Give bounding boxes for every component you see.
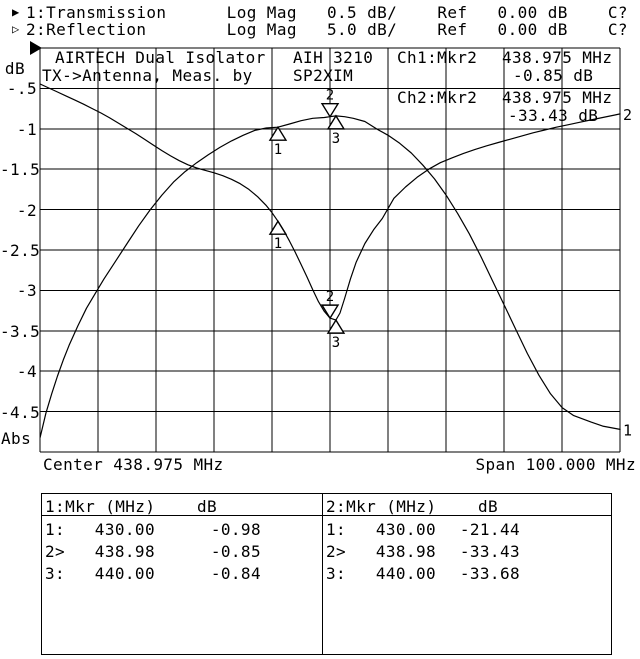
- y-axis-tick-label: -1: [16, 120, 37, 139]
- marker-table-ch2-column: 2:Mkr (MHz) dB 1: 430.00 -21.44 2> 438.98 -33…: [322, 494, 611, 654]
- y-axis-tick-label: -3.5: [0, 322, 41, 341]
- marker-table-ch1-rows: 1: 430.00 -0.98 2> 438.98 -0.85 3: 440.00 -0.8…: [42, 516, 322, 584]
- marker-number-label: 1: [274, 236, 282, 252]
- table-row: 3: 440.00 -0.84: [45, 564, 261, 583]
- channel2-indicator-icon: ▷: [12, 22, 20, 36]
- table-row: 1: 430.00 -21.44: [326, 520, 521, 539]
- table-row: 2> 438.98 -0.85: [45, 542, 261, 561]
- y-axis-tick-label: -2: [16, 201, 37, 220]
- trace-number-label: 1: [623, 421, 632, 439]
- ref-level-arrow-icon: [30, 41, 42, 55]
- trace-reflection: [39, 83, 621, 321]
- trace-number-label: 2: [623, 106, 632, 124]
- marker-number-label: 3: [332, 335, 340, 351]
- table-row: 3: 440.00 -33.68: [326, 564, 521, 583]
- marker-table: 1:Mkr (MHz) dB 1: 430.00 -0.98 2> 438.98 -0.8…: [41, 493, 612, 655]
- channel2-status-line: 2:Reflection Log Mag 5.0 dB/ Ref 0.00 dB…: [26, 20, 628, 39]
- y-axis-unit-label: dB: [4, 59, 25, 78]
- graph-title-line1: AIRTECH Dual Isolator: [55, 48, 266, 67]
- channel1-status-line: 1:Transmission Log Mag 0.5 dB/ Ref 0.00 …: [26, 3, 628, 22]
- y-axis-tick-label: -4: [16, 362, 37, 381]
- marker-table-ch2-header: 2:Mkr (MHz) dB: [323, 494, 611, 516]
- marker-number-label: 1: [274, 142, 282, 158]
- marker-2-ch2-icon: [320, 304, 340, 320]
- y-axis-tick-label: -.5: [6, 79, 37, 98]
- marker-1-ch2-icon: [268, 219, 288, 235]
- center-frequency-label: Center 438.975 MHz: [43, 455, 224, 474]
- device-model-label: AIH 3210: [293, 48, 374, 67]
- table-row: 1: 430.00 -0.98: [45, 520, 261, 539]
- trace-transmission: [39, 115, 621, 439]
- marker-2-ch1-icon: [320, 102, 340, 119]
- marker-number-label: 3: [332, 131, 340, 147]
- marker-1-ch1-icon: [268, 125, 288, 141]
- y-axis-mode-label: Abs: [1, 429, 32, 448]
- ch1-marker-readout-label: Ch1:Mkr2: [397, 48, 478, 67]
- ch2-marker-readout-label: Ch2:Mkr2: [397, 88, 478, 107]
- marker-table-ch1-column: 1:Mkr (MHz) dB 1: 430.00 -0.98 2> 438.98 -0.8…: [42, 494, 323, 654]
- db-column-header: dB: [478, 497, 499, 516]
- ch1-marker-value: -0.85 dB: [513, 66, 594, 85]
- marker-table-ch2-rows: 1: 430.00 -21.44 2> 438.98 -33.43 3: 440.00 -3…: [323, 516, 611, 584]
- operator-callsign-label: SP2XIM: [293, 66, 354, 85]
- y-axis-tick-label: -1.5: [0, 160, 41, 179]
- channel1-active-indicator-icon: ▶: [12, 5, 20, 19]
- y-axis-tick-label: -2.5: [0, 241, 41, 260]
- marker-number-label: 2: [326, 289, 334, 305]
- ch2-marker-frequency: 438.975 MHz: [502, 88, 613, 107]
- span-frequency-label: Span 100.000 MHz: [475, 455, 636, 474]
- marker-table-ch1-header: 1:Mkr (MHz) dB: [42, 494, 323, 516]
- marker-3-ch2-icon: [326, 318, 346, 334]
- db-column-header: dB: [197, 497, 218, 516]
- ch1-marker-frequency: 438.975 MHz: [502, 48, 613, 67]
- table-row: 2> 438.98 -33.43: [326, 542, 521, 561]
- marker-number-label: 2: [326, 88, 334, 104]
- y-axis-tick-label: -4.5: [0, 403, 41, 422]
- y-axis-tick-label: -3: [16, 281, 37, 300]
- marker-3-ch1-icon: [326, 114, 346, 130]
- ch2-marker-value: -33.43 dB: [508, 106, 599, 125]
- graph-title-line2: TX->Antenna, Meas. by: [42, 66, 253, 85]
